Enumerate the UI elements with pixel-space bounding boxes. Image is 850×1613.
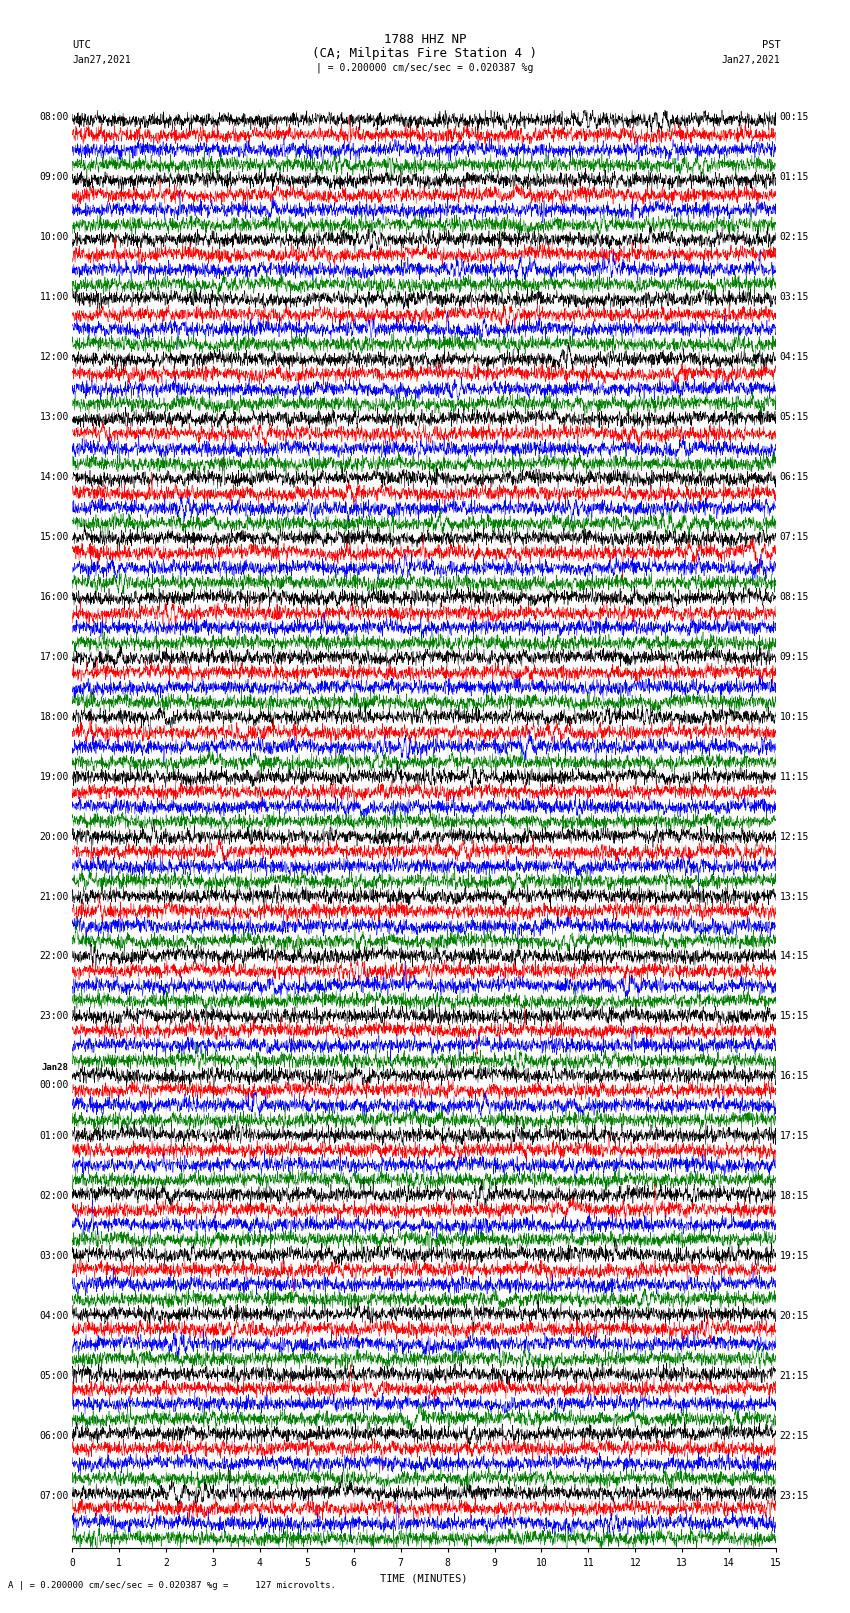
Text: A | = 0.200000 cm/sec/sec = 0.020387 %g =     127 microvolts.: A | = 0.200000 cm/sec/sec = 0.020387 %g …	[8, 1581, 337, 1590]
Text: | = 0.200000 cm/sec/sec = 0.020387 %g: | = 0.200000 cm/sec/sec = 0.020387 %g	[316, 63, 534, 73]
Text: 04:15: 04:15	[779, 352, 809, 361]
Text: 14:00: 14:00	[39, 473, 69, 482]
Text: 13:00: 13:00	[39, 411, 69, 423]
Text: 12:15: 12:15	[779, 832, 809, 842]
Text: 19:00: 19:00	[39, 771, 69, 782]
Text: 05:15: 05:15	[779, 411, 809, 423]
Text: 08:00: 08:00	[39, 113, 69, 123]
Text: 04:00: 04:00	[39, 1311, 69, 1321]
Text: 07:00: 07:00	[39, 1490, 69, 1502]
Text: 19:15: 19:15	[779, 1252, 809, 1261]
Text: Jan28: Jan28	[42, 1063, 69, 1073]
Text: 20:00: 20:00	[39, 832, 69, 842]
Text: 03:00: 03:00	[39, 1252, 69, 1261]
Text: 01:15: 01:15	[779, 173, 809, 182]
Text: 10:00: 10:00	[39, 232, 69, 242]
Text: 11:00: 11:00	[39, 292, 69, 302]
Text: 02:00: 02:00	[39, 1192, 69, 1202]
X-axis label: TIME (MINUTES): TIME (MINUTES)	[381, 1573, 468, 1582]
Text: PST: PST	[762, 40, 780, 50]
Text: 03:15: 03:15	[779, 292, 809, 302]
Text: 23:00: 23:00	[39, 1011, 69, 1021]
Text: 09:15: 09:15	[779, 652, 809, 661]
Text: Jan27,2021: Jan27,2021	[72, 55, 131, 65]
Text: 08:15: 08:15	[779, 592, 809, 602]
Text: 13:15: 13:15	[779, 892, 809, 902]
Text: 1788 HHZ NP: 1788 HHZ NP	[383, 32, 467, 47]
Text: UTC: UTC	[72, 40, 91, 50]
Text: 06:00: 06:00	[39, 1431, 69, 1440]
Text: 17:15: 17:15	[779, 1131, 809, 1142]
Text: 02:15: 02:15	[779, 232, 809, 242]
Text: 11:15: 11:15	[779, 771, 809, 782]
Text: 14:15: 14:15	[779, 952, 809, 961]
Text: 16:15: 16:15	[779, 1071, 809, 1081]
Text: 22:15: 22:15	[779, 1431, 809, 1440]
Text: 00:00: 00:00	[39, 1081, 69, 1090]
Text: 12:00: 12:00	[39, 352, 69, 361]
Text: 21:00: 21:00	[39, 892, 69, 902]
Text: (CA; Milpitas Fire Station 4 ): (CA; Milpitas Fire Station 4 )	[313, 47, 537, 60]
Text: 15:15: 15:15	[779, 1011, 809, 1021]
Text: 10:15: 10:15	[779, 711, 809, 721]
Text: 21:15: 21:15	[779, 1371, 809, 1381]
Text: 20:15: 20:15	[779, 1311, 809, 1321]
Text: 18:15: 18:15	[779, 1192, 809, 1202]
Text: Jan27,2021: Jan27,2021	[722, 55, 780, 65]
Text: 09:00: 09:00	[39, 173, 69, 182]
Text: 15:00: 15:00	[39, 532, 69, 542]
Text: 17:00: 17:00	[39, 652, 69, 661]
Text: 00:15: 00:15	[779, 113, 809, 123]
Text: 06:15: 06:15	[779, 473, 809, 482]
Text: 18:00: 18:00	[39, 711, 69, 721]
Text: 16:00: 16:00	[39, 592, 69, 602]
Text: 23:15: 23:15	[779, 1490, 809, 1502]
Text: 07:15: 07:15	[779, 532, 809, 542]
Text: 22:00: 22:00	[39, 952, 69, 961]
Text: 01:00: 01:00	[39, 1131, 69, 1142]
Text: 05:00: 05:00	[39, 1371, 69, 1381]
